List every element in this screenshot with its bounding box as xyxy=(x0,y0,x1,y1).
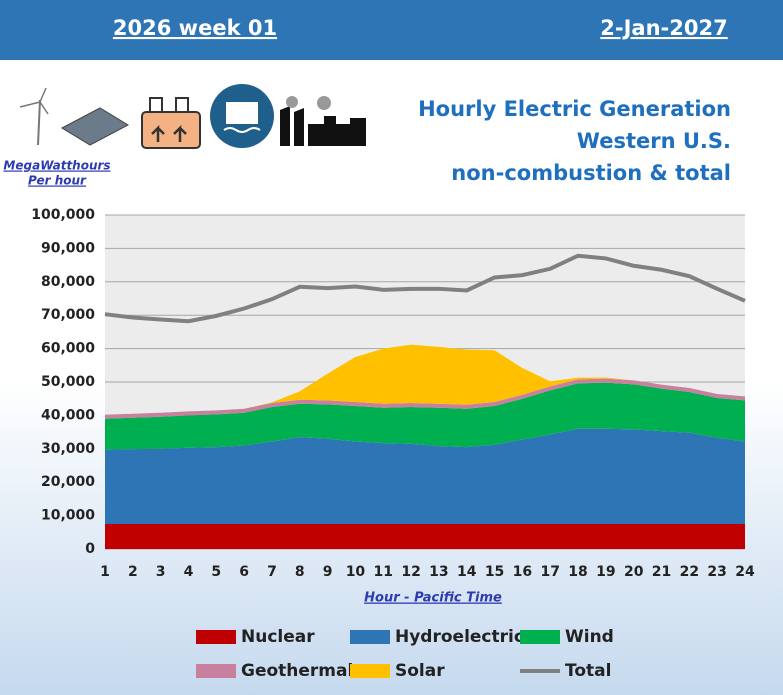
legend-label: Wind xyxy=(565,627,614,647)
y-axis-label: MegaWatthours xyxy=(3,159,110,173)
area xyxy=(105,378,745,419)
legend-swatch xyxy=(520,630,560,644)
x-tick-label: 4 xyxy=(184,564,194,580)
x-axis-label: Hour - Pacific Time xyxy=(364,591,502,606)
x-tick-label: 19 xyxy=(596,564,615,580)
x-tick-label: 12 xyxy=(401,564,420,580)
y-axis-label: Per hour xyxy=(28,174,87,188)
x-tick-label: 11 xyxy=(374,564,393,580)
x-tick-label: 21 xyxy=(652,564,671,580)
x-tick-label: 14 xyxy=(457,564,477,580)
total-line xyxy=(104,253,746,324)
x-tick-label: 5 xyxy=(211,564,221,580)
x-tick-label: 10 xyxy=(346,564,366,580)
x-tick-label: 23 xyxy=(707,564,726,580)
y-tick-label: 30,000 xyxy=(41,441,95,457)
x-tick-label: 13 xyxy=(429,564,448,580)
x-tick-label: 20 xyxy=(624,564,644,580)
x-tick-label: 8 xyxy=(295,564,305,580)
area xyxy=(105,523,745,549)
y-tick-label: 90,000 xyxy=(41,240,95,256)
x-tick-label: 3 xyxy=(156,564,166,580)
legend-swatch xyxy=(350,630,390,644)
icons xyxy=(19,84,366,149)
y-tick-label: 60,000 xyxy=(41,341,95,357)
legend-label: Nuclear xyxy=(241,627,315,647)
y-tick-label: 70,000 xyxy=(41,307,95,323)
header-left: 2026 week 01 xyxy=(113,16,277,40)
y-tick-label: 10,000 xyxy=(41,508,95,524)
area xyxy=(105,428,745,524)
area xyxy=(105,344,745,415)
y-tick-label: 50,000 xyxy=(41,374,95,390)
x-tick-label: 1 xyxy=(100,564,110,580)
y-tick-label: 40,000 xyxy=(41,407,95,423)
x-tick-label: 9 xyxy=(323,564,333,580)
y-tick-label: 0 xyxy=(85,541,95,557)
x-tick-label: 17 xyxy=(540,564,559,580)
x-tick-label: 15 xyxy=(485,564,504,580)
legend-label: Geothermal xyxy=(241,661,353,681)
x-tick-label: 16 xyxy=(513,564,532,580)
chart-title: non-combustion & total xyxy=(451,161,731,185)
chart-title: Western U.S. xyxy=(577,129,731,153)
y-tick-label: 20,000 xyxy=(41,474,95,490)
legend-label: Total xyxy=(565,661,611,681)
x-tick-label: 18 xyxy=(568,564,587,580)
x-tick-label: 2 xyxy=(128,564,138,580)
header-bar xyxy=(0,0,783,60)
y-tick-label: 100,000 xyxy=(31,207,95,223)
legend-label: Solar xyxy=(395,661,445,681)
legend-swatch xyxy=(350,664,390,678)
legend-swatch xyxy=(196,630,236,644)
legend-swatch xyxy=(196,664,236,678)
legend-label: Hydroelectric xyxy=(395,627,524,647)
area xyxy=(105,382,745,450)
x-tick-label: 24 xyxy=(735,564,755,580)
x-tick-label: 7 xyxy=(267,564,277,580)
x-tick-label: 6 xyxy=(239,564,249,580)
chart-title: Hourly Electric Generation xyxy=(418,97,731,121)
y-tick-label: 80,000 xyxy=(41,274,95,290)
x-tick-label: 22 xyxy=(680,564,699,580)
header-right: 2-Jan-2027 xyxy=(600,16,727,40)
